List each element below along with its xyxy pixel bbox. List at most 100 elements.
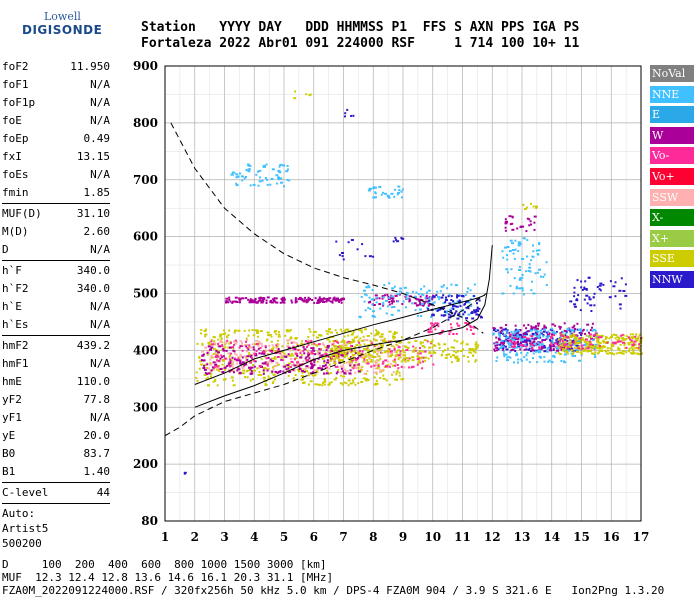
echo-point: [523, 348, 526, 351]
echo-point: [418, 350, 422, 352]
echo-point: [519, 242, 522, 245]
echo-point: [578, 337, 582, 340]
footer: D 100 200 400 600 800 1000 1500 3000 [km…: [2, 558, 664, 597]
echo-point: [571, 332, 574, 335]
echo-point: [207, 345, 211, 348]
echo-point: [361, 350, 364, 353]
echo-point: [375, 186, 377, 189]
echo-point: [377, 332, 380, 335]
echo-point: [386, 364, 390, 367]
echo-point: [355, 359, 359, 362]
echo-point: [283, 185, 285, 188]
echo-point: [501, 341, 505, 344]
echo-point: [565, 331, 568, 334]
echo-point: [517, 338, 519, 341]
echo-point: [404, 360, 407, 363]
echo-point: [313, 330, 317, 333]
echo-point: [298, 296, 302, 299]
echo-point: [402, 378, 405, 381]
echo-point: [354, 377, 356, 380]
echo-point: [568, 348, 572, 350]
echo-point: [515, 328, 517, 331]
echo-point: [217, 350, 220, 353]
x-tick-label: 16: [603, 530, 620, 544]
echo-point: [236, 362, 239, 365]
echo-point: [255, 349, 258, 352]
echo-point: [528, 338, 531, 341]
echo-point: [438, 298, 441, 301]
echo-point: [501, 292, 505, 295]
echo-point: [395, 373, 398, 376]
echo-point: [255, 301, 259, 304]
echo-point: [605, 350, 607, 353]
echo-point: [542, 335, 545, 338]
param-row: foEp 0.49: [2, 130, 110, 148]
echo-point: [513, 345, 516, 348]
echo-point: [563, 329, 567, 332]
echo-point: [525, 333, 528, 336]
echo-point: [293, 97, 297, 100]
echo-point: [440, 314, 443, 317]
echo-point: [536, 271, 539, 274]
echo-point: [536, 361, 539, 364]
echo-point: [336, 371, 339, 374]
echo-point: [419, 356, 422, 359]
echo-point: [376, 330, 380, 333]
echo-point: [538, 347, 541, 350]
echo-point: [438, 343, 441, 346]
echo-point: [588, 298, 592, 301]
echo-point: [572, 351, 575, 354]
echo-point: [335, 339, 338, 342]
echo-point: [276, 356, 280, 358]
echo-point: [370, 365, 373, 368]
echo-point: [363, 343, 366, 346]
echo-point: [574, 328, 577, 331]
echo-point: [372, 371, 376, 374]
echo-point: [232, 360, 235, 363]
echo-point: [364, 352, 367, 355]
echo-point: [339, 359, 342, 362]
echo-point: [294, 300, 297, 303]
echo-point: [528, 218, 531, 221]
echo-point: [452, 350, 455, 353]
echo-point: [575, 334, 578, 337]
echo-point: [556, 349, 559, 352]
echo-point: [353, 364, 356, 367]
echo-point: [340, 330, 343, 333]
echo-point: [316, 352, 320, 355]
echo-point: [328, 340, 331, 343]
echo-point: [364, 379, 368, 382]
echo-point: [525, 270, 528, 273]
x-tick-label: 13: [514, 530, 531, 544]
echo-point: [384, 192, 387, 195]
echo-point: [628, 350, 630, 352]
echo-point: [466, 328, 469, 331]
echo-point: [233, 342, 237, 345]
echo-point: [417, 351, 420, 354]
echo-point: [321, 357, 325, 360]
echo-point: [338, 361, 342, 364]
echo-point: [574, 343, 577, 345]
echo-point: [379, 335, 382, 338]
echo-point: [585, 288, 588, 291]
echo-point: [206, 373, 208, 375]
echo-point: [394, 332, 397, 335]
echo-point: [376, 367, 379, 370]
echo-point: [363, 339, 366, 342]
echo-point: [234, 329, 237, 332]
echo-point: [238, 371, 241, 373]
echo-point: [372, 196, 375, 199]
echo-point: [427, 307, 430, 310]
echo-point: [206, 353, 209, 356]
echo-point: [342, 363, 345, 366]
echo-point: [396, 364, 399, 366]
echo-point: [232, 366, 234, 369]
echo-point: [310, 366, 314, 368]
echo-point: [538, 351, 542, 354]
echo-point: [258, 370, 261, 373]
echo-point: [595, 335, 598, 338]
echo-point: [258, 340, 261, 343]
echo-point: [576, 347, 579, 349]
echo-point: [353, 346, 356, 348]
echo-point: [363, 300, 366, 303]
